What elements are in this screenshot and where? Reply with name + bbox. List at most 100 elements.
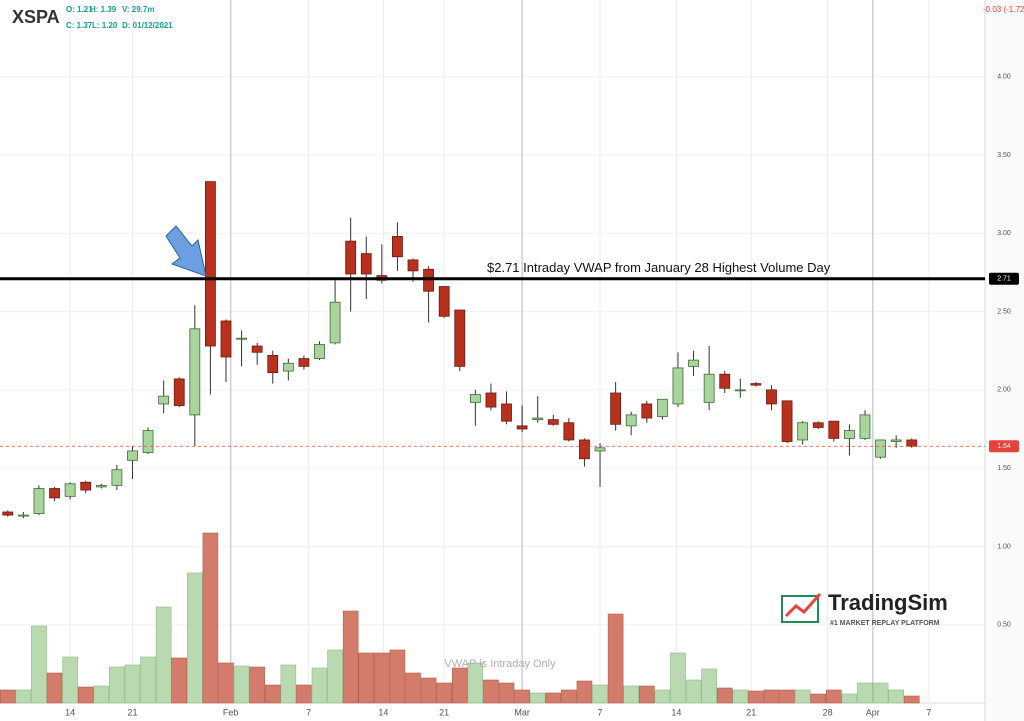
- candle-body: [688, 359, 699, 367]
- volume-bar: [93, 685, 110, 704]
- volume-bar: [872, 682, 889, 704]
- candle-body: [516, 425, 528, 430]
- x-tick-label: Mar: [514, 707, 530, 717]
- volume-bar: [187, 572, 203, 704]
- candle-body: [298, 358, 310, 367]
- watermark: VWAP is Intraday Only: [444, 658, 556, 670]
- candle-body: [641, 403, 653, 419]
- volume-bar: [514, 689, 530, 704]
- y-tick-label: 0.50: [997, 622, 1011, 629]
- volume-bar: [420, 677, 437, 704]
- volume-bar: [124, 664, 141, 704]
- vwap-label: 2.71: [997, 276, 1011, 283]
- volume-bar: [561, 689, 577, 704]
- candle-body: [672, 367, 684, 405]
- candle-body: [501, 403, 512, 422]
- x-tick-label: 7: [598, 707, 603, 717]
- volume-bar: [826, 689, 842, 704]
- candle-body: [236, 337, 247, 340]
- candle-body: [251, 345, 263, 353]
- header-high: H: 1.39: [90, 5, 117, 14]
- volume-bar: [342, 610, 359, 704]
- candle-body: [610, 392, 622, 425]
- volume-bar: [264, 684, 281, 704]
- volume-bar: [638, 685, 655, 704]
- header-close: C: 1.37: [66, 21, 93, 30]
- last-price-box: [989, 440, 1019, 453]
- volume-bar: [311, 667, 328, 704]
- candle-body: [625, 414, 637, 427]
- candle-body: [49, 488, 60, 499]
- y-tick-label: 3.50: [997, 152, 1011, 159]
- candle-body: [173, 378, 185, 406]
- volume-bar: [810, 693, 827, 704]
- candle-body: [875, 439, 886, 458]
- logo-name: TradingSim: [828, 590, 948, 615]
- x-tick-label: 21: [439, 707, 449, 717]
- candle-body: [438, 286, 450, 317]
- candle-body: [345, 240, 357, 275]
- candle-body: [734, 389, 746, 392]
- volume-bar: [701, 668, 717, 704]
- volume-bar: [576, 680, 593, 704]
- last-price-label: 1.64: [997, 443, 1011, 450]
- x-tick-label: 14: [378, 707, 388, 717]
- candle-body: [142, 430, 154, 453]
- volume-bar: [405, 672, 421, 704]
- volume-bar: [716, 687, 733, 704]
- volume-bar: [607, 613, 624, 704]
- volume-bar: [374, 652, 390, 704]
- candle-body: [80, 481, 92, 491]
- candle-body: [282, 362, 294, 372]
- x-tick-label: 21: [127, 707, 137, 717]
- logo: TradingSim #1 MARKET REPLAY PLATFORM: [781, 590, 948, 627]
- candle-body: [111, 469, 123, 486]
- y-tick-label: 4.00: [997, 74, 1011, 81]
- candle-body: [703, 373, 715, 403]
- candle-body: [189, 328, 201, 416]
- y-tick-label: 3.00: [997, 230, 1011, 237]
- volume-bar: [358, 652, 375, 704]
- y-tick-label: 1.50: [997, 465, 1011, 472]
- volume-bar: [233, 665, 250, 704]
- candle-body: [423, 268, 434, 292]
- x-tick-label: Feb: [223, 707, 239, 717]
- candle-body: [33, 488, 45, 514]
- candle-body: [127, 450, 138, 461]
- candle-body: [95, 484, 107, 488]
- header-low: L: 1.20: [92, 21, 118, 30]
- volume-bar: [592, 684, 608, 704]
- candle-body: [797, 422, 809, 441]
- candle-body: [532, 417, 544, 421]
- candle-body: [812, 422, 824, 428]
- candle-body: [719, 373, 731, 389]
- logo-icon: [781, 595, 819, 623]
- volume-bar: [171, 657, 188, 704]
- volume-bars: [0, 532, 920, 704]
- x-tick-label: 7: [926, 707, 931, 717]
- volume-bar: [670, 652, 686, 704]
- candle-body: [360, 253, 372, 275]
- candle-body: [17, 514, 29, 517]
- candle-body: [158, 395, 170, 405]
- volume-bar: [389, 649, 406, 704]
- volume-bar: [109, 666, 125, 704]
- volume-bar: [451, 667, 468, 704]
- volume-bar: [15, 689, 32, 704]
- volume-bar: [794, 689, 811, 704]
- candle-body: [828, 420, 840, 439]
- candle-body: [906, 439, 918, 447]
- candle-body: [656, 398, 668, 417]
- volume-bar: [623, 685, 640, 704]
- volume-bar: [31, 625, 47, 704]
- volume-bar: [763, 689, 780, 704]
- volume-bar: [77, 686, 94, 704]
- volume-bar: [202, 532, 219, 704]
- volume-bar: [779, 689, 795, 704]
- candle-body: [859, 414, 871, 439]
- candle-body: [314, 344, 325, 359]
- candle-body: [469, 394, 481, 403]
- candle-body: [407, 259, 419, 272]
- x-tick-label: 7: [306, 707, 311, 717]
- volume-bar: [249, 666, 265, 704]
